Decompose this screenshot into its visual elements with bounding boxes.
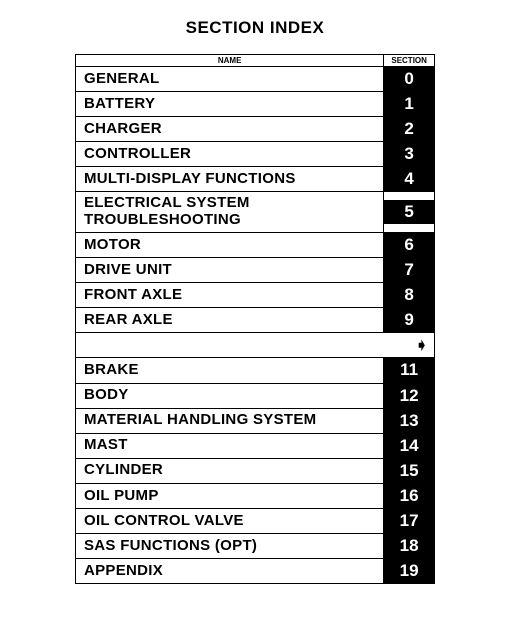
row-section: 2 xyxy=(384,117,435,142)
row-section: 13 xyxy=(384,408,435,433)
table-row: ELECTRICAL SYSTEM TROUBLESHOOTING5 xyxy=(76,192,435,233)
table-row: BATTERY1 xyxy=(76,92,435,117)
table-row: APPENDIX19 xyxy=(76,559,435,584)
row-section: 11 xyxy=(384,358,435,383)
section-number: 7 xyxy=(384,258,434,282)
section-number: 16 xyxy=(384,484,434,508)
index-table: NAME SECTION GENERAL0BATTERY1CHARGER2CON… xyxy=(75,54,435,584)
header-section: SECTION xyxy=(384,55,435,67)
row-section: 1 xyxy=(384,92,435,117)
row-name: MATERIAL HANDLING SYSTEM xyxy=(76,408,384,433)
row-name: MOTOR xyxy=(76,233,384,258)
table-row: DRIVE UNIT7 xyxy=(76,258,435,283)
table-row: MATERIAL HANDLING SYSTEM13 xyxy=(76,408,435,433)
section-number: 5 xyxy=(384,200,434,224)
row-name: BRAKE xyxy=(76,358,384,383)
section-number: 1 xyxy=(384,92,434,116)
section-number: 0 xyxy=(384,67,434,91)
row-section: 18 xyxy=(384,534,435,559)
row-name: OIL PUMP xyxy=(76,483,384,508)
section-number: 8 xyxy=(384,283,434,307)
section-number: 2 xyxy=(384,117,434,141)
row-section: 19 xyxy=(384,559,435,584)
section-number: 11 xyxy=(384,358,434,382)
table-row: CYLINDER15 xyxy=(76,458,435,483)
row-section: 16 xyxy=(384,483,435,508)
row-section: 4 xyxy=(384,167,435,192)
table-row: FRONT AXLE8 xyxy=(76,283,435,308)
row-name: MULTI-DISPLAY FUNCTIONS xyxy=(76,167,384,192)
table-row: MAST14 xyxy=(76,433,435,458)
table-row: BODY12 xyxy=(76,383,435,408)
section-number: 9 xyxy=(384,308,434,332)
row-name: FRONT AXLE xyxy=(76,283,384,308)
table-row: BRAKE11 xyxy=(76,358,435,383)
table-row: OIL PUMP16 xyxy=(76,483,435,508)
row-name: MAST xyxy=(76,433,384,458)
row-section: 6 xyxy=(384,233,435,258)
row-section: 8 xyxy=(384,283,435,308)
section-number: 3 xyxy=(384,142,434,166)
row-section: 0 xyxy=(384,67,435,92)
row-name: DRIVE UNIT xyxy=(76,258,384,283)
section-number: 14 xyxy=(384,434,434,458)
section-number: 17 xyxy=(384,509,434,533)
table-row: CHARGER2 xyxy=(76,117,435,142)
row-name: OIL CONTROL VALVE xyxy=(76,509,384,534)
header-row: NAME SECTION xyxy=(76,55,435,67)
table-row: MOTOR6 xyxy=(76,233,435,258)
row-name: APPENDIX xyxy=(76,559,384,584)
section-number: 19 xyxy=(384,559,434,583)
row-section: 17 xyxy=(384,509,435,534)
table-row: MULTI-DISPLAY FUNCTIONS4 xyxy=(76,167,435,192)
table-row: OIL CONTROL VALVE17 xyxy=(76,509,435,534)
section-number: 18 xyxy=(384,534,434,558)
table-row: CONTROLLER3 xyxy=(76,142,435,167)
row-name: GENERAL xyxy=(76,67,384,92)
row-section: 7 xyxy=(384,258,435,283)
row-name: CHARGER xyxy=(76,117,384,142)
row-section: ➧ xyxy=(384,333,435,358)
row-name: SAS FUNCTIONS (OPT) xyxy=(76,534,384,559)
page: SECTION INDEX NAME SECTION GENERAL0BATTE… xyxy=(0,0,510,584)
row-name: ELECTRICAL SYSTEM TROUBLESHOOTING xyxy=(76,192,384,233)
index-table-wrap: NAME SECTION GENERAL0BATTERY1CHARGER2CON… xyxy=(75,54,435,584)
section-number: 6 xyxy=(384,233,434,257)
row-section: 3 xyxy=(384,142,435,167)
row-name xyxy=(76,333,384,358)
table-row: ➧ xyxy=(76,333,435,358)
row-name: CONTROLLER xyxy=(76,142,384,167)
table-row: REAR AXLE9 xyxy=(76,308,435,333)
row-name: REAR AXLE xyxy=(76,308,384,333)
row-section: 5 xyxy=(384,192,435,233)
table-row: SAS FUNCTIONS (OPT)18 xyxy=(76,534,435,559)
row-section: 15 xyxy=(384,458,435,483)
row-section: 14 xyxy=(384,433,435,458)
row-name: BODY xyxy=(76,383,384,408)
section-number: 4 xyxy=(384,167,434,191)
section-number: 13 xyxy=(384,409,434,433)
row-name: BATTERY xyxy=(76,92,384,117)
row-section: 9 xyxy=(384,308,435,333)
row-section: 12 xyxy=(384,383,435,408)
page-title: SECTION INDEX xyxy=(0,18,510,38)
section-number: 12 xyxy=(384,384,434,408)
table-row: GENERAL0 xyxy=(76,67,435,92)
row-name: CYLINDER xyxy=(76,458,384,483)
section-number: 15 xyxy=(384,459,434,483)
header-name: NAME xyxy=(76,55,384,67)
